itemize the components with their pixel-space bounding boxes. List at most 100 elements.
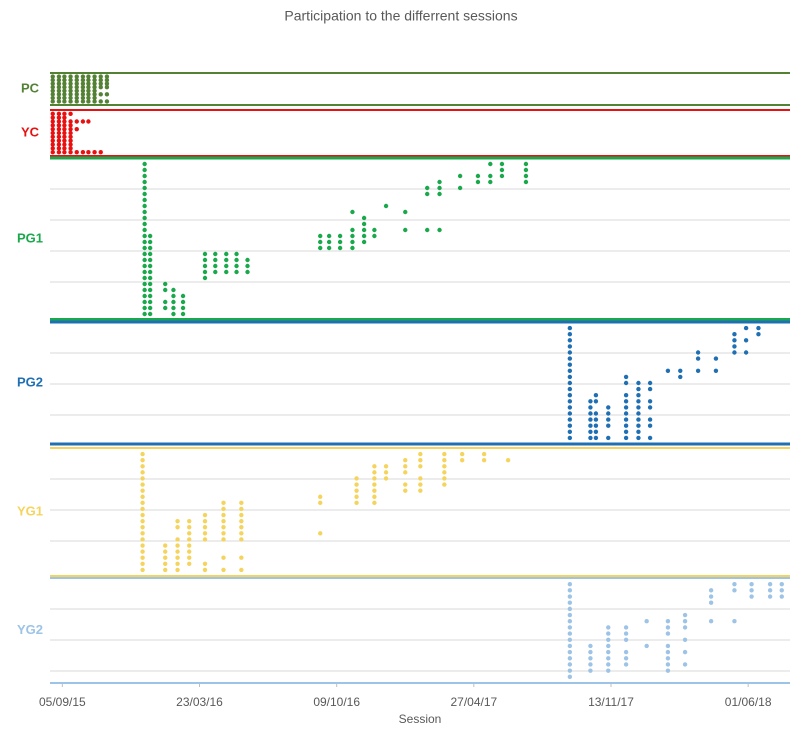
dot [779, 588, 784, 593]
dot [171, 287, 176, 293]
dot [606, 637, 611, 642]
dot [459, 451, 465, 457]
dot [567, 649, 573, 655]
dot [142, 239, 147, 245]
dot [147, 269, 153, 275]
dot [644, 643, 649, 649]
dot [505, 457, 511, 463]
dot [56, 92, 62, 97]
dot [588, 399, 593, 404]
dot [142, 221, 147, 227]
dot [636, 399, 641, 404]
dot [354, 488, 359, 493]
dot [80, 149, 86, 155]
dot [647, 435, 653, 441]
dot [80, 88, 86, 93]
dot [140, 512, 145, 518]
dot [318, 245, 323, 251]
dot [62, 81, 67, 86]
dot [221, 512, 226, 518]
dot [318, 531, 323, 536]
dot [142, 263, 147, 269]
dot [743, 350, 749, 355]
x-tick-label: 05/09/15 [39, 695, 86, 709]
dot [62, 99, 67, 104]
dot [499, 173, 505, 179]
dot [202, 531, 208, 536]
dot [80, 81, 86, 86]
dot [606, 435, 611, 441]
dot [606, 405, 611, 410]
dot [56, 142, 62, 147]
dot [588, 423, 593, 428]
dot [68, 123, 73, 128]
dot [140, 506, 145, 512]
dot [140, 476, 145, 481]
dot [202, 269, 208, 275]
dot [442, 482, 447, 487]
dot [606, 411, 611, 416]
dot [202, 525, 208, 530]
dot [62, 74, 67, 79]
dot [567, 662, 573, 667]
dot [224, 251, 229, 257]
dot [647, 423, 653, 428]
dot [567, 643, 573, 649]
dot [74, 99, 79, 104]
dot [732, 332, 737, 337]
dot [623, 631, 629, 636]
dot [80, 95, 86, 101]
dot [140, 494, 145, 499]
dot [567, 656, 573, 661]
dot [588, 649, 593, 655]
dot [665, 619, 671, 624]
dot [713, 368, 719, 373]
dot [567, 374, 573, 380]
dot [142, 287, 147, 293]
dot [92, 85, 97, 90]
dot [372, 227, 377, 233]
dot [708, 619, 714, 624]
dot [361, 239, 367, 245]
dot [437, 179, 442, 185]
dot [86, 88, 91, 93]
dot [56, 77, 62, 83]
panel-label: YG2 [17, 622, 43, 637]
dot [104, 77, 110, 83]
dot [593, 435, 599, 441]
dot [623, 625, 629, 630]
dot [163, 543, 168, 548]
dot [50, 92, 55, 97]
dot [187, 531, 192, 536]
dot [647, 417, 653, 422]
dot [140, 555, 145, 560]
dot [142, 185, 147, 191]
dot [50, 142, 55, 147]
dot [437, 191, 442, 197]
dot [623, 399, 629, 404]
dot [147, 293, 153, 299]
dot [442, 464, 447, 469]
dot [442, 451, 447, 457]
dot [92, 149, 97, 155]
dot [56, 146, 62, 151]
dot [98, 74, 103, 79]
dot [499, 167, 505, 173]
dot [567, 411, 573, 416]
dot [140, 500, 145, 506]
dot [459, 457, 465, 463]
dot [623, 662, 629, 667]
dot [180, 305, 186, 311]
panel-label: PC [21, 80, 40, 95]
dot [318, 239, 323, 245]
dot [202, 275, 208, 281]
dot [239, 500, 244, 506]
dot [732, 619, 737, 624]
dot [488, 161, 493, 167]
dot [647, 399, 653, 404]
dot [68, 74, 73, 79]
dot [743, 325, 749, 331]
dot [56, 134, 62, 140]
dot [142, 245, 147, 251]
dot [425, 191, 430, 197]
